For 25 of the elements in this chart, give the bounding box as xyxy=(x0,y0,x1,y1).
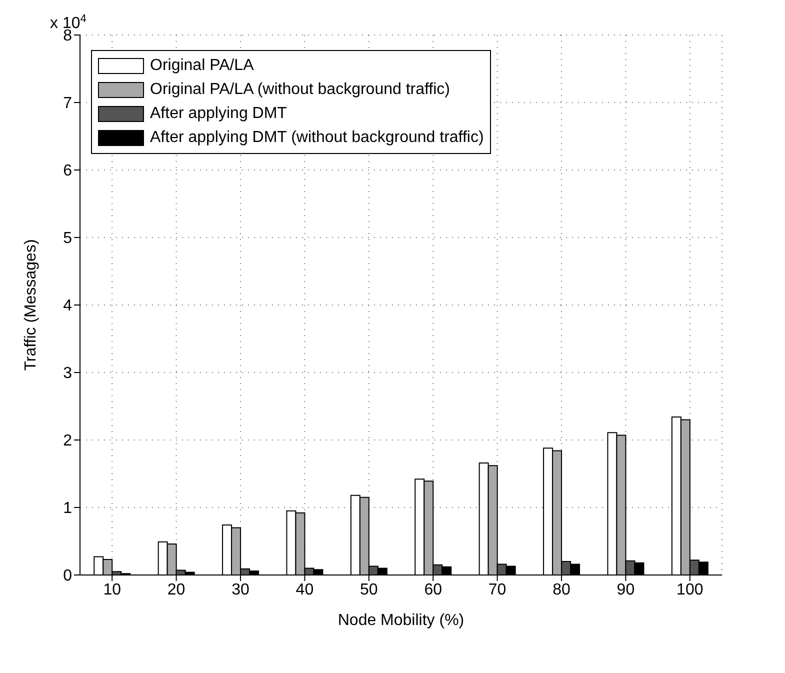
legend-label: Original PA/LA xyxy=(150,57,254,75)
x-tick-label: 100 xyxy=(676,581,704,598)
legend-label: After applying DMT xyxy=(150,105,287,123)
legend-label: Original PA/LA (without background traffic) xyxy=(150,81,450,99)
x-tick-label: 60 xyxy=(424,581,442,598)
y-tick-label: 2 xyxy=(63,432,72,450)
y-tick-label: 3 xyxy=(63,365,72,382)
y-tick-label: 0 xyxy=(63,568,72,585)
x-tick-label: 80 xyxy=(552,581,570,598)
x-tick-label: 30 xyxy=(232,581,250,598)
y-tick-label: 7 xyxy=(63,95,72,112)
y-tick-label: 1 xyxy=(63,500,72,518)
x-tick-label: 40 xyxy=(296,581,314,598)
x-tick-label: 90 xyxy=(616,581,635,598)
y-axis-title: Traffic (Messages) xyxy=(22,239,40,371)
y-tick-label: 4 xyxy=(63,298,72,315)
x-axis-title: Node Mobility (%) xyxy=(338,612,464,629)
y-tick-label: 5 xyxy=(63,230,72,248)
x-tick-label: 20 xyxy=(167,581,186,598)
legend-label: After applying DMT (without background traffic) xyxy=(150,129,484,147)
x-tick-label: 50 xyxy=(360,581,378,598)
x-tick-label: 70 xyxy=(488,581,506,598)
y-tick-label: 8 xyxy=(63,28,72,45)
x-tick-label: 10 xyxy=(103,581,122,598)
y-tick-label: 6 xyxy=(63,162,72,180)
